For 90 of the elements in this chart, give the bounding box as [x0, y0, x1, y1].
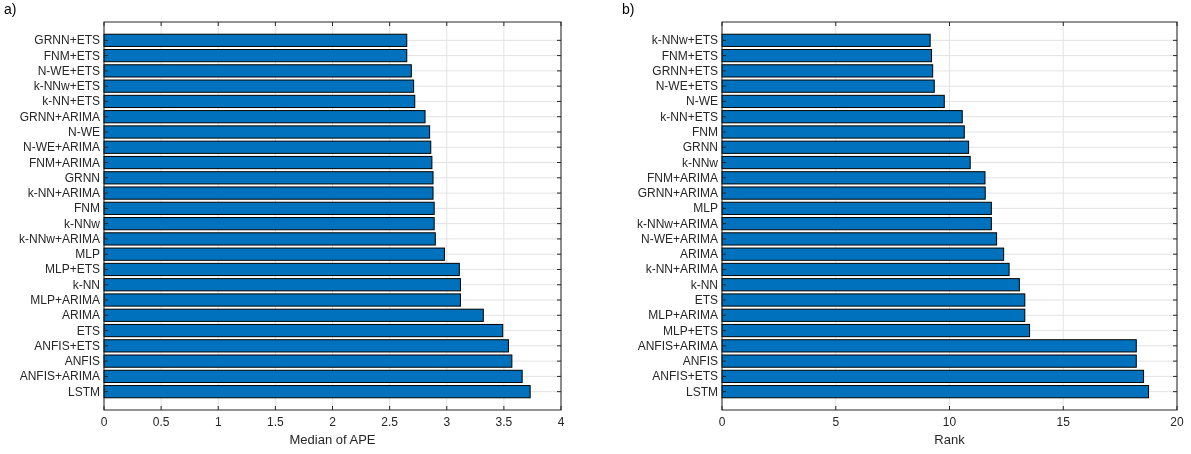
y-tick-label: k-NNw+ETS	[651, 33, 718, 48]
bar	[103, 49, 408, 63]
bar	[721, 155, 971, 170]
y-tick-label: GRNN+ARIMA	[19, 109, 100, 124]
y-tick-label: LSTM	[67, 384, 100, 399]
y-tick-label: FNM+ETS	[661, 48, 718, 63]
x-tick-label: 0.5	[152, 415, 170, 429]
y-tick-label: k-NNw+ARIMA	[636, 216, 718, 231]
y-tick-label: k-NN	[72, 277, 100, 292]
y-tick-label: FNM	[74, 201, 100, 216]
y-tick-label: ANFIS	[64, 354, 100, 369]
y-tick-label: k-NN+ETS	[660, 109, 718, 124]
x-tick-label: 2.5	[381, 415, 399, 429]
bar	[103, 217, 435, 231]
x-tick-label: 10	[942, 415, 957, 429]
y-tick-label: GRNN	[682, 140, 718, 155]
bar	[103, 33, 408, 47]
bar	[103, 262, 460, 277]
y-tick-label: FNM	[692, 124, 718, 139]
y-tick-label: MLP	[75, 247, 100, 262]
y-tick-label: k-NN+ARIMA	[27, 186, 100, 201]
x-axis-title: Median of APE	[289, 432, 376, 447]
x-tick-label: 4	[557, 415, 565, 429]
bar	[103, 369, 523, 383]
y-tick-label: ARIMA	[679, 247, 718, 262]
y-tick-label: k-NN	[690, 277, 718, 292]
y-tick-label: k-NNw+ARIMA	[18, 231, 100, 246]
x-tick-label: 0	[718, 415, 726, 429]
y-tick-label: N-WE+ETS	[37, 63, 100, 78]
y-tick-label: N-WE+ETS	[655, 79, 718, 94]
chart-title: a)	[4, 1, 17, 17]
y-tick-label: FNM+ETS	[43, 48, 100, 63]
x-tick-label: 1.5	[267, 415, 285, 429]
x-tick-label: 2	[329, 415, 337, 429]
bar	[721, 385, 1150, 399]
y-tick-label: ETS	[694, 293, 718, 308]
y-tick-label: ANFIS	[682, 354, 718, 369]
bar	[721, 308, 1026, 322]
bar	[721, 201, 992, 215]
y-tick-label: FNM+ARIMA	[28, 155, 100, 170]
y-tick-label: k-NNw+ETS	[33, 79, 100, 94]
y-tick-label: k-NNw	[64, 216, 101, 231]
x-axis-title: Rank	[934, 432, 966, 447]
bar	[103, 155, 433, 170]
bar	[103, 323, 504, 338]
x-tick-label: 0	[100, 415, 108, 429]
bar	[103, 308, 484, 322]
y-tick-label: k-NNw	[682, 155, 719, 170]
x-tick-label: 15	[1056, 415, 1071, 429]
y-tick-label: MLP+ETS	[662, 323, 718, 338]
x-tick-label: 3	[443, 415, 451, 429]
x-tick-label: 1	[214, 415, 222, 429]
bar	[721, 217, 992, 231]
y-tick-label: k-NN+ETS	[42, 94, 100, 109]
x-tick-label: 3.5	[495, 415, 513, 429]
y-tick-label: k-NN+ARIMA	[645, 262, 718, 277]
y-tick-label: FNM+ARIMA	[646, 170, 718, 185]
y-tick-label: ANFIS+ARIMA	[19, 369, 100, 384]
y-tick-label: ANFIS+ARIMA	[637, 338, 718, 353]
y-tick-label: ETS	[76, 323, 100, 338]
y-tick-label: GRNN	[64, 170, 100, 185]
y-tick-label: N-WE	[68, 124, 100, 139]
y-tick-label: ARIMA	[61, 308, 100, 323]
bar	[103, 94, 416, 109]
y-tick-label: LSTM	[685, 384, 718, 399]
y-tick-label: N-WE+ARIMA	[640, 231, 718, 246]
x-tick-label: 5	[832, 415, 840, 429]
bar	[721, 33, 931, 47]
y-tick-label: ANFIS+ETS	[34, 338, 100, 353]
y-tick-label: N-WE+ARIMA	[22, 140, 100, 155]
y-tick-label: MLP	[693, 201, 718, 216]
bar	[721, 94, 945, 109]
bar	[721, 369, 1145, 383]
bar	[721, 323, 1031, 338]
y-tick-label: ANFIS+ETS	[652, 369, 718, 384]
y-tick-label: GRNN+ARIMA	[637, 186, 718, 201]
x-tick-label: 20	[1170, 415, 1184, 429]
chart-title: b)	[622, 1, 635, 17]
bar	[721, 262, 1010, 277]
bar	[103, 201, 435, 215]
bar	[103, 110, 426, 124]
bar	[721, 110, 963, 124]
bar	[721, 49, 933, 63]
bar	[103, 385, 531, 399]
y-tick-label: MLP+ETS	[44, 262, 100, 277]
y-tick-label: MLP+ARIMA	[30, 293, 100, 308]
y-tick-label: GRNN+ETS	[652, 63, 718, 78]
y-tick-label: MLP+ARIMA	[648, 308, 718, 323]
y-tick-label: N-WE	[686, 94, 718, 109]
y-tick-label: GRNN+ETS	[34, 33, 100, 48]
